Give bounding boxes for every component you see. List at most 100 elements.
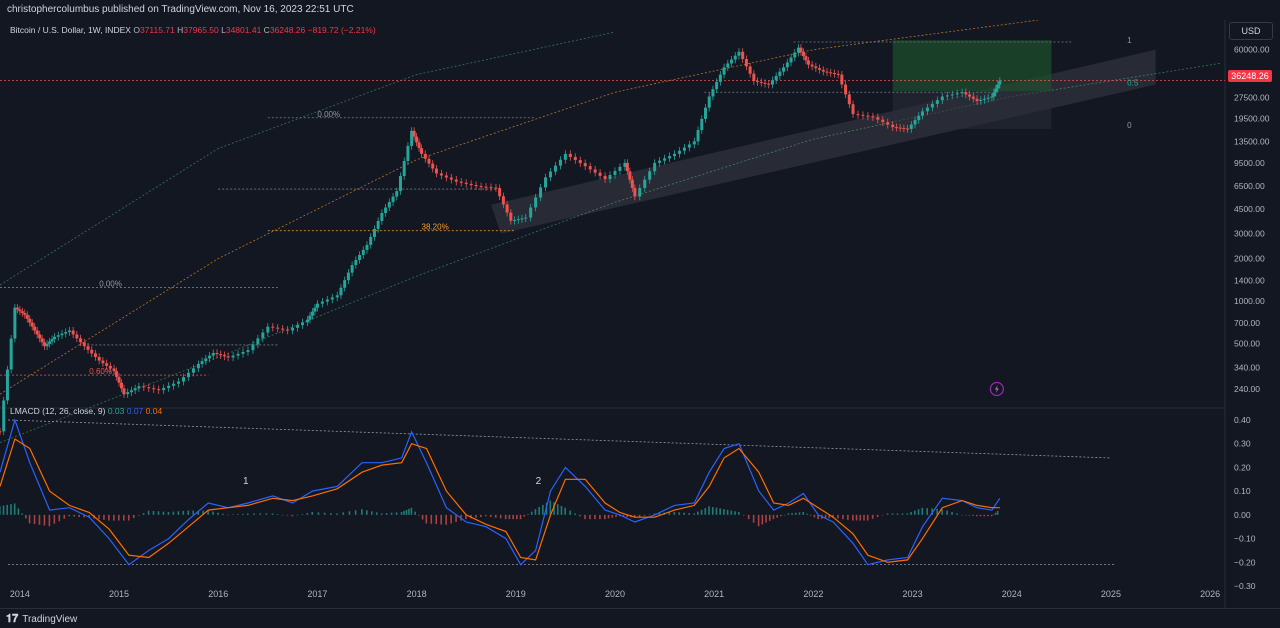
macd-hist-bar [906,513,909,515]
candle-body [261,332,265,339]
candle-body [583,163,587,167]
candle-body [281,328,285,330]
macd-hist-bar [271,513,274,515]
candle-body [804,56,808,61]
macd-hist-bar [28,514,31,524]
macd-hist-bar [152,510,155,515]
macd-hist-bar [465,514,467,520]
candle-body [122,388,126,395]
candle-body [182,377,186,382]
price-tick-label: 340.00 [1234,362,1260,372]
macd-hist-bar [58,514,61,522]
candle-body [950,94,954,96]
candle-body [369,236,373,245]
candle-body [301,322,305,326]
candle-body [439,173,443,176]
macd-hist-bar [405,509,408,515]
currency-button[interactable]: USD [1229,22,1273,40]
candle-body [558,159,562,166]
candle-body [553,165,557,172]
candle-body [876,117,880,120]
signal-line [0,438,1000,563]
candle-body [789,57,793,63]
macd-hist-bar [700,509,703,515]
candle-body [45,343,49,347]
candle-body [891,124,895,128]
candle-body [415,136,419,143]
macd-hist-bar [286,514,289,516]
candle-body [417,142,421,149]
macd-hist-bar [817,514,819,520]
macd-hist-bar [859,514,862,521]
brand-name: TradingView [22,614,78,625]
candle-body [986,97,990,99]
fib-annotation-label: 0 [1127,121,1132,130]
candle-body [313,307,317,312]
price-axis-bg [1225,20,1280,608]
macd-hist-bar [281,514,284,516]
candle-body [992,92,996,97]
macd-hist-bar [828,514,831,519]
candle-body [840,74,844,85]
tradingview-logo[interactable]: 𝟏𝟕 TradingView [6,613,77,626]
publisher-line: christophercolumbus published on Trading… [7,4,354,15]
time-tick-label: 2021 [704,589,724,599]
candle-body [427,158,431,164]
macd-hist-bar [866,514,869,521]
macd-hist-bar [38,514,41,525]
candle-body [48,341,52,344]
macd-hist-bar [98,514,100,520]
macd-hist-bar [658,513,661,515]
candle-body [851,104,855,115]
candle-body [501,196,505,205]
macd-hist-bar [410,507,413,515]
fib-annotation-label: 1 [1127,36,1132,45]
macd-hist-bar [863,514,865,521]
macd-hist-bar [63,514,66,519]
candle-body [152,388,156,390]
macd-hist-bar [704,508,707,515]
candle-body [53,336,57,340]
candle-body [700,118,704,131]
candle-body [120,382,124,389]
candle-body [821,69,825,72]
macd-hist-bar [968,514,971,516]
macd-hist-bar [604,514,606,520]
candle-body [38,334,42,339]
candle-body [9,338,13,370]
candle-body [222,355,226,357]
candle-body [898,127,902,129]
symbol-title: Bitcoin / U.S. Dollar, 1W, INDEX [10,25,131,35]
candle-body [305,319,309,323]
macd-hist-bar [53,514,56,524]
candle-body [64,332,68,334]
macd-hist-bar [594,514,596,520]
candle-body [177,381,181,384]
channel-curve-0 [0,31,616,286]
macd-hist-bar [992,514,995,516]
macd-hist-bar [48,514,51,527]
candle-body [0,431,2,433]
macd-hist-bar [306,513,309,515]
macd-hist-bar [941,509,943,515]
candle-body [524,217,528,219]
macd-hist-bar [599,514,601,520]
candle-body [343,280,347,288]
candle-body [196,363,200,369]
macd-hist-bar [291,514,294,517]
macd-hist-bar [730,510,733,515]
macd-signal-value: 0.04 [145,406,163,416]
chart-svg[interactable]: 0.00%0.00%38.20%0.60%10.5060000.0040000.… [0,17,1280,608]
open-value: 37115.71 [139,25,175,35]
candle-body [339,287,343,296]
candle-body [402,160,406,177]
candle-body [82,342,86,347]
macd-hist-bar [480,514,482,517]
chart-area[interactable]: 0.00%0.00%38.20%0.60%10.5060000.0040000.… [0,17,1280,608]
macd-hist-bar [348,511,351,515]
macd-hist-bar [361,509,363,515]
macd-hist-bar [752,514,755,523]
macd-hist-bar [715,507,718,515]
candle-body [917,115,921,121]
fib-annotation-label: 38.20% [422,223,449,232]
